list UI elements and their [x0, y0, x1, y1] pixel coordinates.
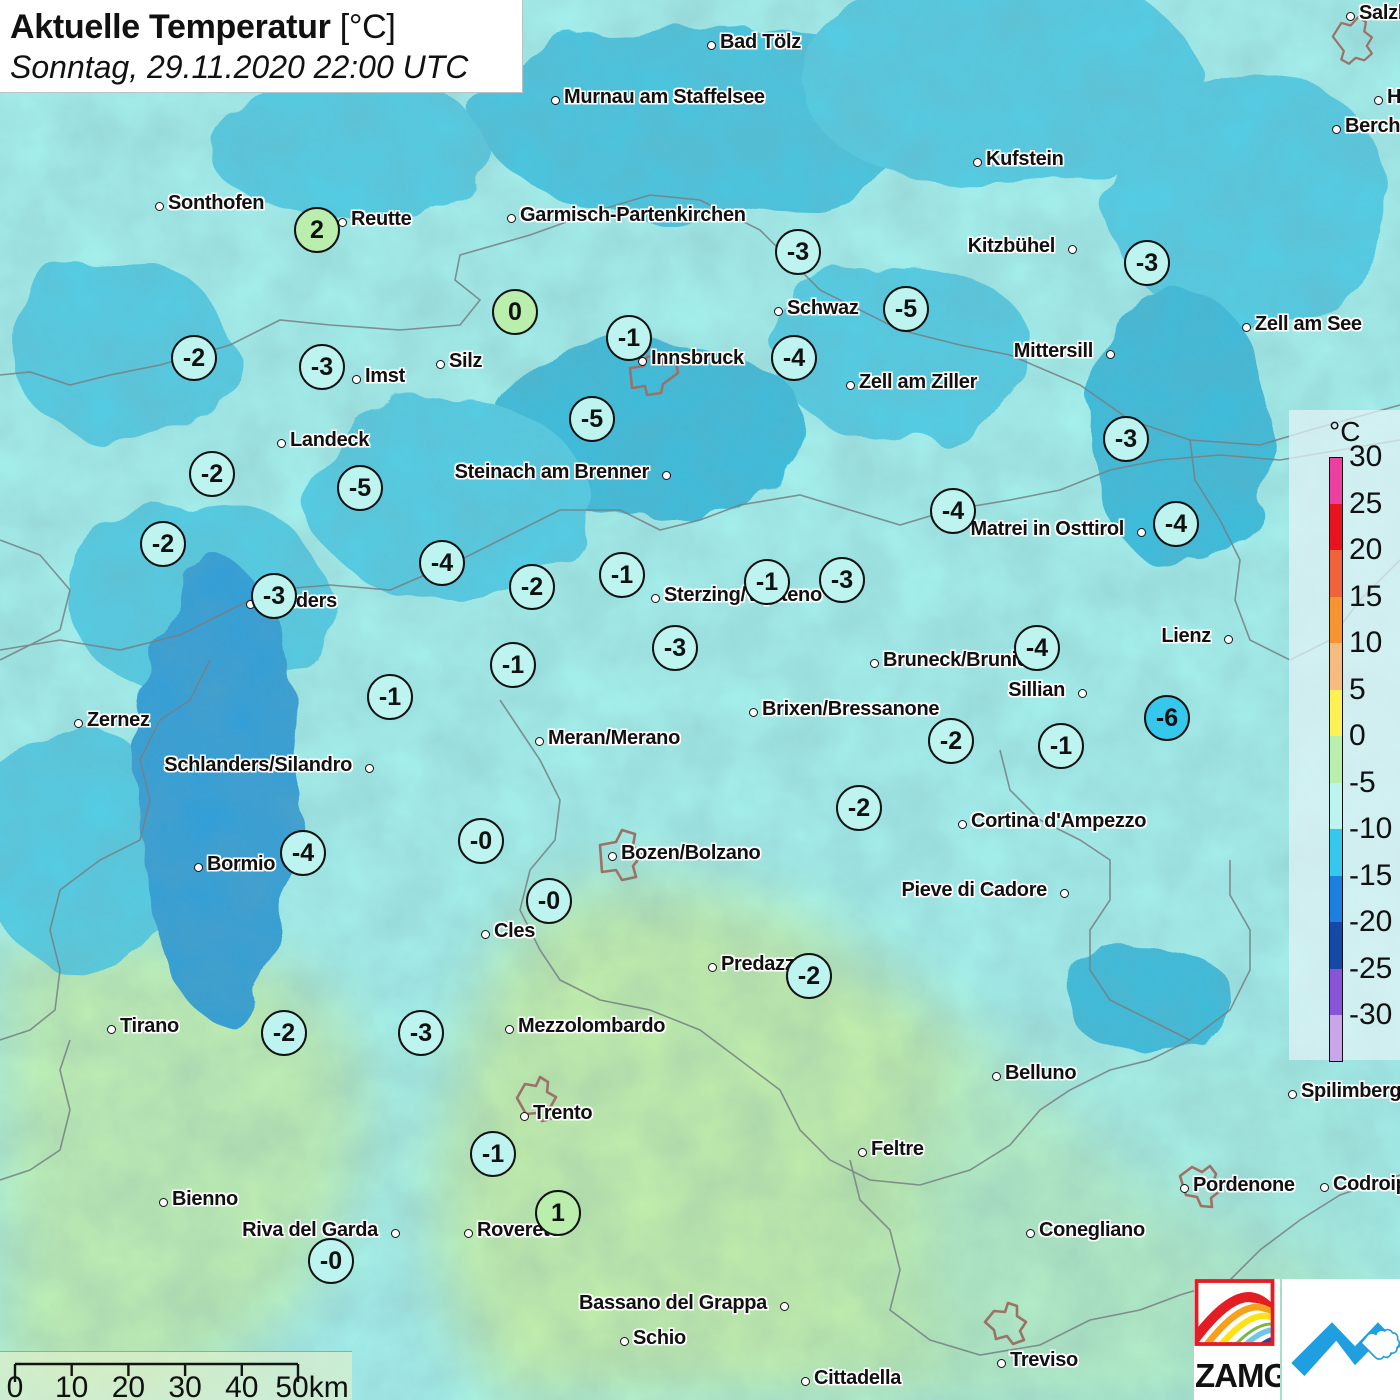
svg-text:ZAMG: ZAMG	[1195, 1357, 1280, 1394]
